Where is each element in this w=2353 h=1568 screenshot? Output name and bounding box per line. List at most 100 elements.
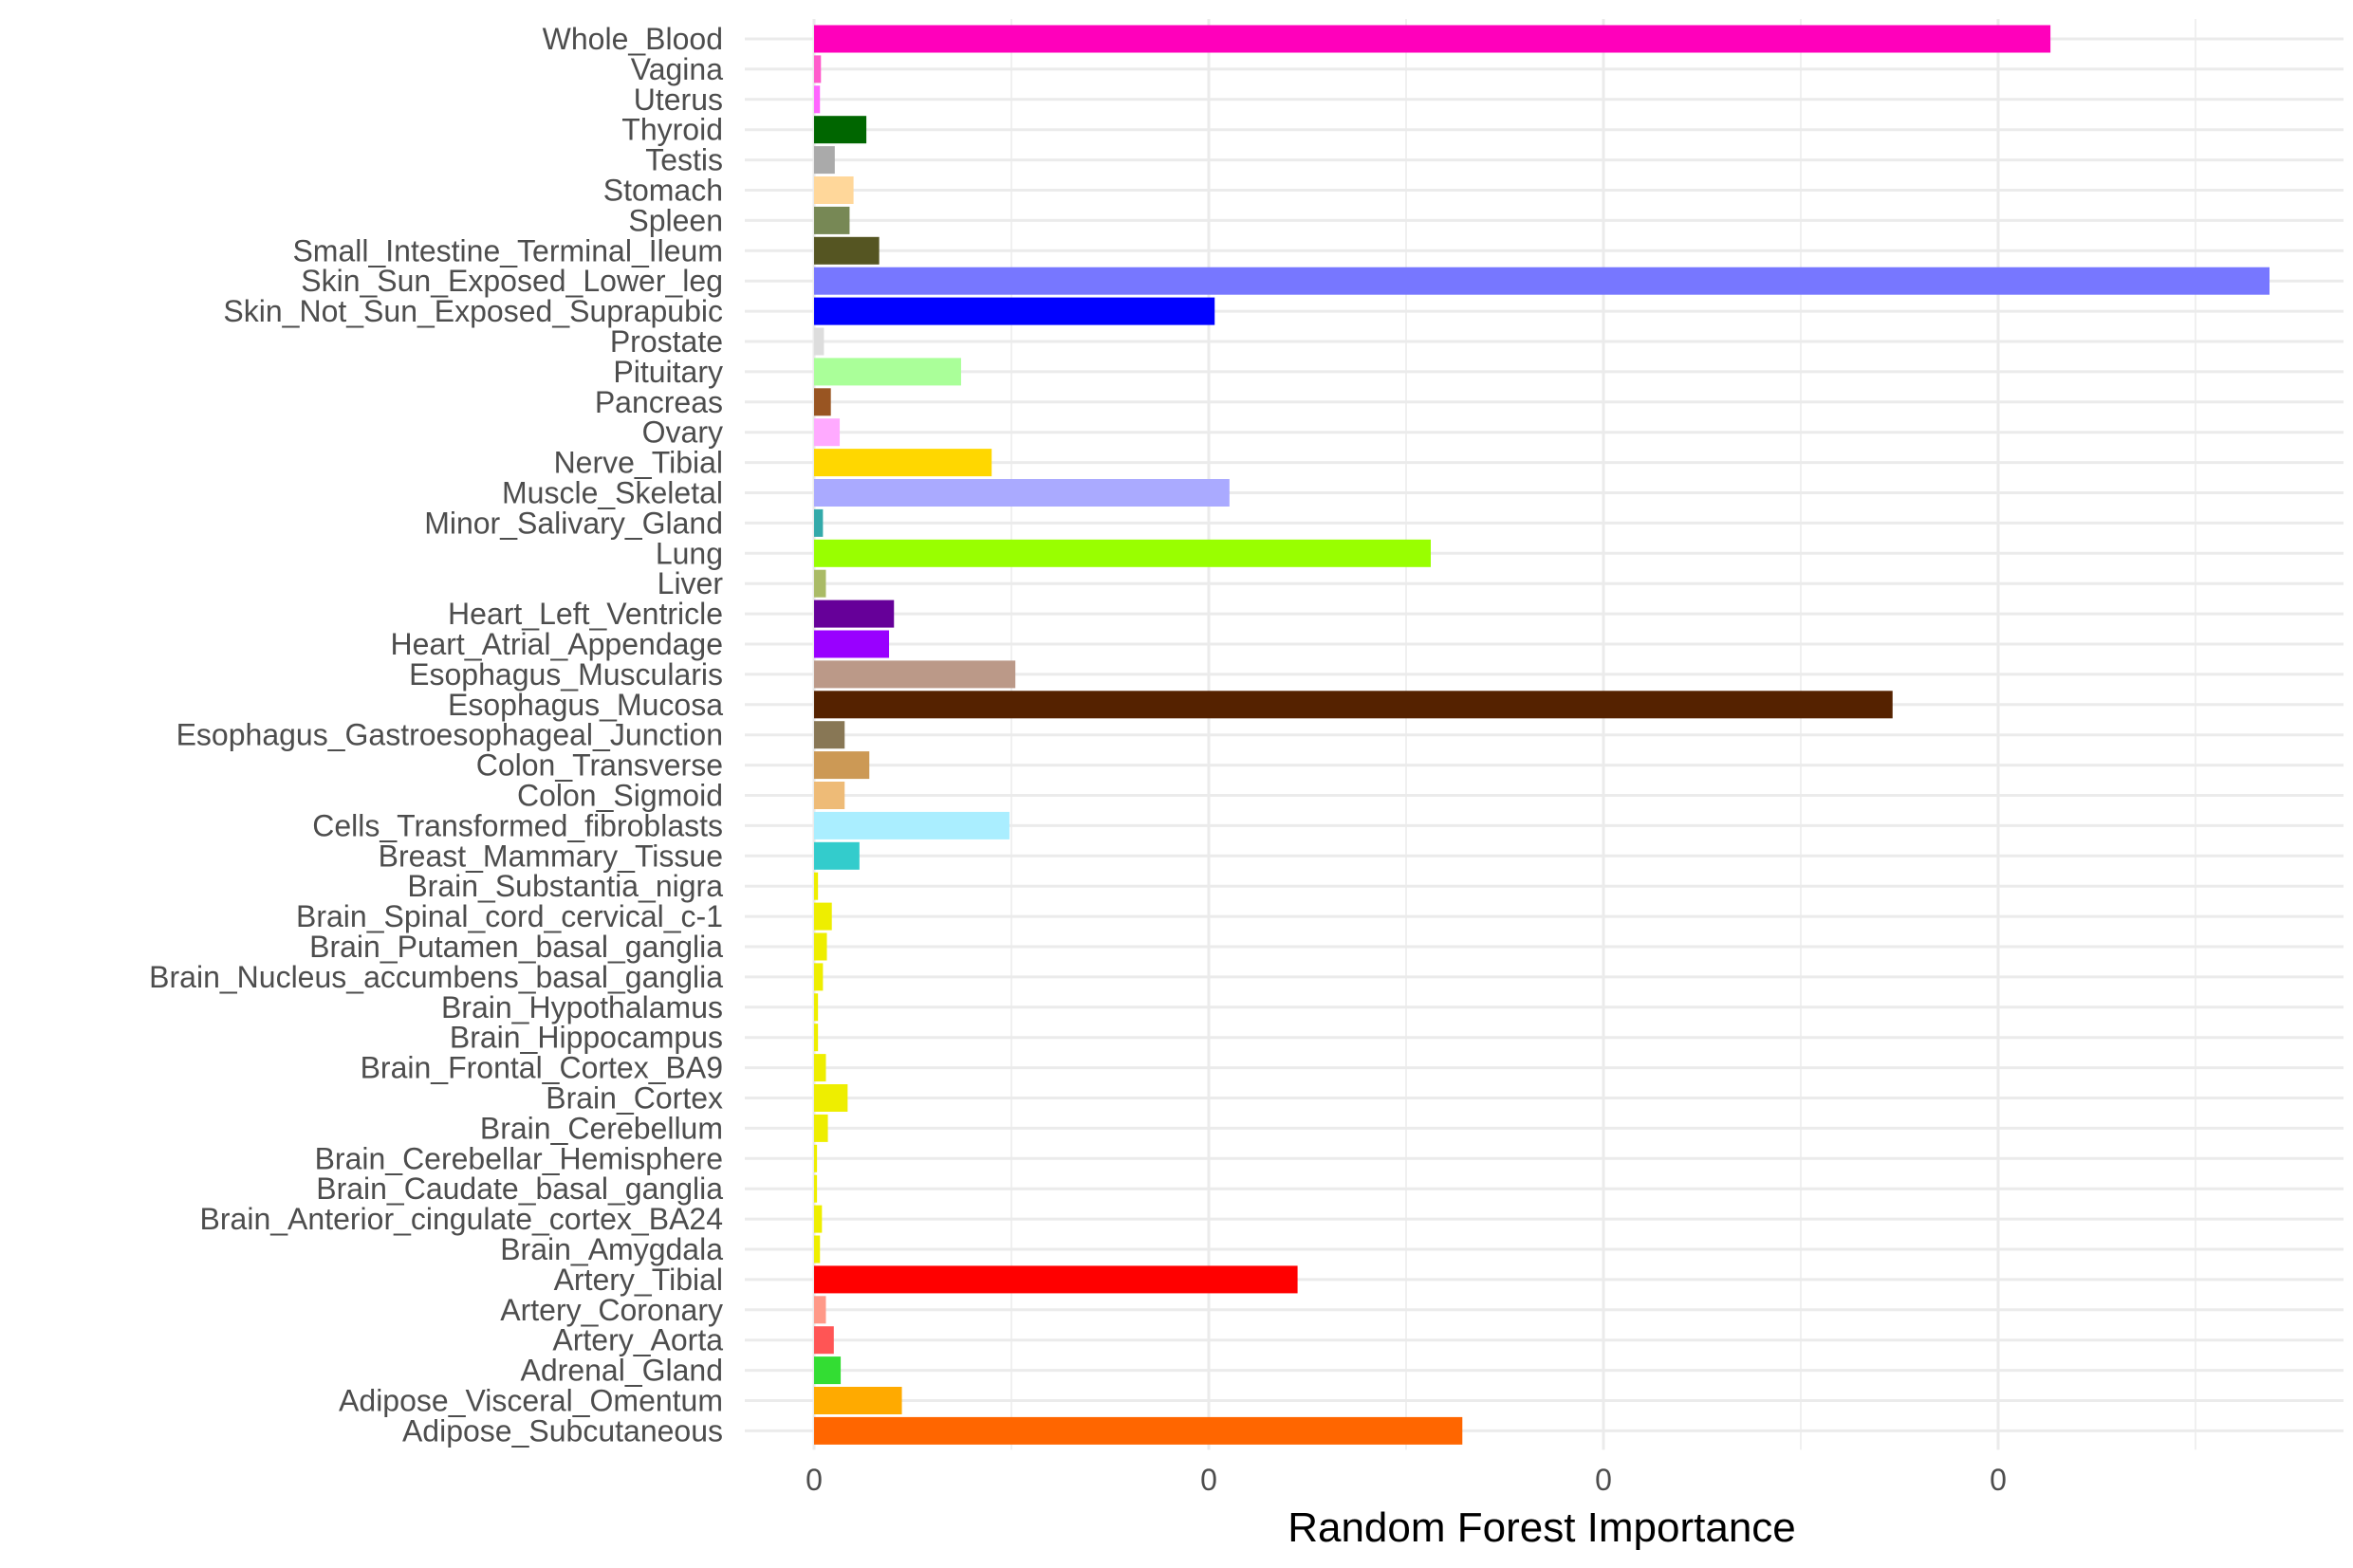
bar-pituitary <box>814 358 961 386</box>
y-tick-label: Esophagus_Muscularis <box>409 657 723 692</box>
x-tick-label: 0 <box>1990 1463 2007 1497</box>
bar-artery-coronary <box>814 1296 826 1324</box>
y-tick-label: Brain_Nucleus_accumbens_basal_ganglia <box>149 960 723 994</box>
y-tick-label: Brain_Cerebellum <box>480 1111 723 1145</box>
y-tick-label: Brain_Hypothalamus <box>441 990 723 1024</box>
y-tick-label: Spleen <box>628 203 723 237</box>
y-tick-label: Skin_Not_Sun_Exposed_Suprapubic <box>223 294 723 328</box>
bar-esophagus-mucosa <box>814 691 1893 719</box>
bar-brain-spinal-cord-cervical-c-1 <box>814 902 832 931</box>
bar-heart-atrial-appendage <box>814 630 890 658</box>
y-tick-label: Artery_Aorta <box>552 1323 723 1357</box>
category-labels: Whole_BloodVaginaUterusThyroidTestisStom… <box>149 22 723 1448</box>
y-tick-label: Nerve_Tibial <box>554 446 723 480</box>
bar-vagina <box>814 55 822 83</box>
y-tick-label: Brain_Cortex <box>546 1081 723 1116</box>
bar-testis <box>814 146 835 175</box>
y-tick-label: Colon_Sigmoid <box>517 779 723 813</box>
x-tick-label: 0 <box>806 1463 823 1497</box>
x-axis-title: Random Forest Importance <box>1288 1504 1796 1551</box>
bar-brain-frontal-cortex-ba9 <box>814 1054 826 1082</box>
bar-lung <box>814 539 1431 567</box>
bar-brain-hippocampus <box>814 1024 819 1052</box>
bar-brain-putamen-basal-ganglia <box>814 932 827 961</box>
bar-stomach <box>814 176 854 204</box>
bar-brain-cerebellar-hemisphere <box>814 1144 818 1172</box>
bar-ovary <box>814 418 841 447</box>
bar-thyroid <box>814 116 867 144</box>
bar-whole-blood <box>814 25 2051 53</box>
y-tick-label: Breast_Mammary_Tissue <box>379 839 723 873</box>
bar-pancreas <box>814 388 831 416</box>
bar-colon-transverse <box>814 751 870 780</box>
bar-cells-transformed-fibroblasts <box>814 811 1010 839</box>
bar-muscle-skeletal <box>814 479 1230 507</box>
y-tick-label: Esophagus_Mucosa <box>448 688 723 722</box>
x-tick-labels: 0 0 0 0 <box>806 1463 2007 1497</box>
y-tick-label: Adipose_Subcutaneous <box>402 1413 723 1448</box>
x-tick-label: 0 <box>1595 1463 1612 1497</box>
bar-adipose-visceral-omentum <box>814 1387 902 1414</box>
bar-brain-anterior-cingulate-cortex-ba24 <box>814 1205 823 1233</box>
y-tick-label: Esophagus_Gastroesophageal_Junction <box>176 718 723 752</box>
bar-spleen <box>814 206 850 234</box>
y-tick-label: Artery_Coronary <box>500 1293 723 1327</box>
y-tick-label: Brain_Caudate_basal_ganglia <box>316 1171 723 1206</box>
y-tick-label: Brain_Substantia_nigra <box>407 869 723 903</box>
bar-small-intestine-terminal-ileum <box>814 236 880 265</box>
bar-artery-tibial <box>814 1265 1298 1294</box>
y-tick-label: Colon_Transverse <box>476 748 723 783</box>
bar-adipose-subcutaneous <box>814 1416 1463 1445</box>
bar-skin-not-sun-exposed-suprapubic <box>814 297 1215 325</box>
y-tick-label: Brain_Frontal_Cortex_BA9 <box>361 1051 723 1085</box>
y-tick-label: Heart_Atrial_Appendage <box>391 627 723 661</box>
bar-brain-cortex <box>814 1084 848 1112</box>
bar-nerve-tibial <box>814 449 992 477</box>
y-tick-label: Brain_Spinal_cord_cervical_c-1 <box>296 899 723 933</box>
y-tick-label: Artery_Tibial <box>554 1263 723 1297</box>
bar-adrenal-gland <box>814 1356 842 1385</box>
x-tick-label: 0 <box>1200 1463 1217 1497</box>
bar-colon-sigmoid <box>814 782 845 809</box>
bar-prostate <box>814 327 824 356</box>
bar-brain-caudate-basal-ganglia <box>814 1174 818 1203</box>
y-tick-label: Liver <box>658 566 724 600</box>
bar-skin-sun-exposed-lower-leg <box>814 267 2270 295</box>
bar-breast-mammary-tissue <box>814 841 860 870</box>
y-tick-label: Heart_Left_Ventricle <box>448 597 723 631</box>
bar-minor-salivary-gland <box>814 508 824 537</box>
bar-artery-aorta <box>814 1326 834 1355</box>
bar-brain-substantia-nigra <box>814 872 819 900</box>
y-tick-label: Ovary <box>642 415 723 450</box>
bars <box>814 25 2270 1445</box>
y-tick-label: Minor_Salivary_Gland <box>424 506 723 540</box>
y-tick-label: Prostate <box>610 324 723 359</box>
y-tick-label: Muscle_Skeletal <box>502 476 723 510</box>
y-tick-label: Uterus <box>634 83 723 117</box>
y-tick-label: Pancreas <box>595 385 723 419</box>
bar-brain-nucleus-accumbens-basal-ganglia <box>814 963 824 991</box>
y-tick-label: Whole_Blood <box>543 22 723 56</box>
y-tick-label: Testis <box>645 143 723 177</box>
y-tick-label: Adrenal_Gland <box>521 1354 723 1388</box>
y-tick-label: Stomach <box>603 174 723 208</box>
bar-heart-left-ventricle <box>814 600 895 628</box>
y-tick-label: Pituitary <box>613 355 723 389</box>
y-tick-label: Skin_Sun_Exposed_Lower_leg <box>301 264 723 298</box>
bar-esophagus-muscularis <box>814 660 1016 689</box>
grid-lines <box>745 19 2344 1450</box>
y-tick-label: Brain_Hippocampus <box>450 1021 723 1055</box>
y-tick-label: Lung <box>656 536 723 570</box>
y-tick-label: Vagina <box>631 52 723 86</box>
bar-uterus <box>814 85 821 114</box>
y-tick-label: Brain_Putamen_basal_ganglia <box>309 930 723 964</box>
y-tick-label: Small_Intestine_Terminal_Ileum <box>292 233 723 267</box>
y-tick-label: Cells_Transformed_fibroblasts <box>312 808 723 842</box>
bar-brain-hypothalamus <box>814 993 819 1022</box>
y-tick-label: Brain_Amygdala <box>500 1232 723 1266</box>
bar-esophagus-gastroesophageal-junction <box>814 721 845 749</box>
y-tick-label: Brain_Cerebellar_Hemisphere <box>315 1141 723 1175</box>
bar-brain-cerebellum <box>814 1114 828 1142</box>
y-tick-label: Thyroid <box>621 113 723 147</box>
